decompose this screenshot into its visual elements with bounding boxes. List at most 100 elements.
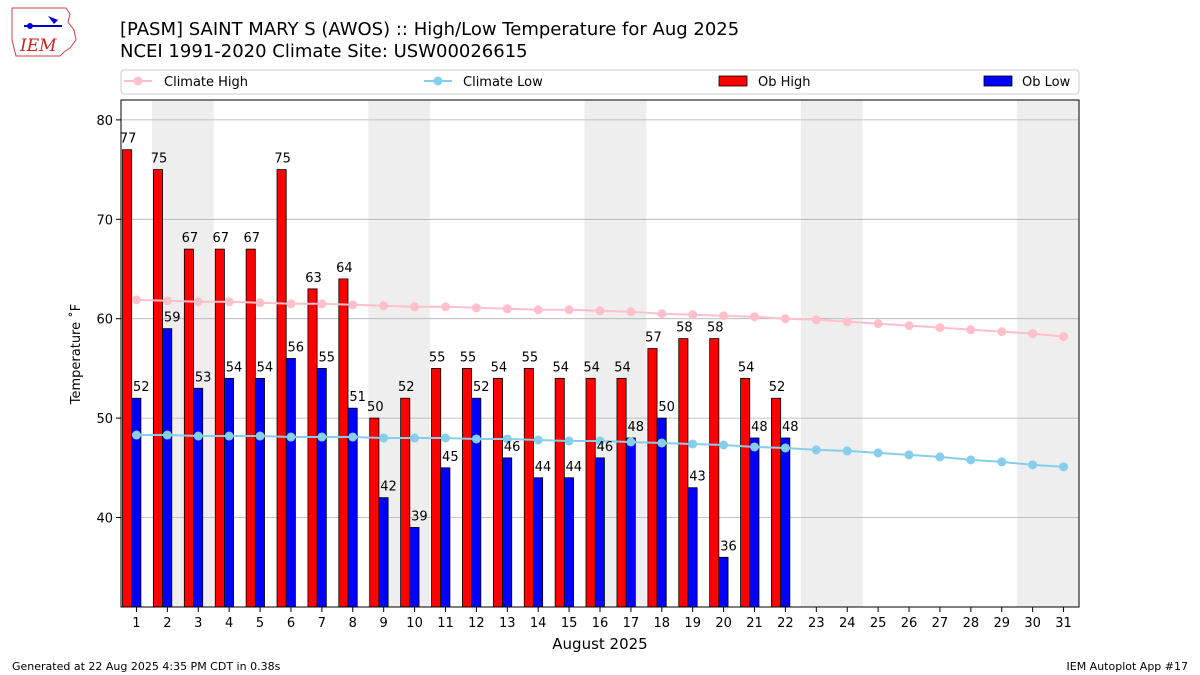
bar-label-ob-high: 77 (120, 132, 137, 147)
bar-label-ob-low: 44 (535, 460, 552, 475)
climate-high-point (410, 302, 420, 312)
climate-high-point (595, 306, 605, 316)
climate-low-point (904, 450, 914, 460)
climate-high-point (348, 300, 358, 310)
bar-ob-high (338, 278, 349, 608)
climate-high-point (255, 298, 265, 308)
climate-high-point (904, 321, 914, 331)
legend-ob-low: Ob Low (983, 75, 1071, 90)
x-tick-label: 23 (808, 616, 825, 631)
climate-low-point (162, 430, 172, 440)
bar-label-ob-high: 54 (552, 360, 569, 375)
bar-label-ob-low: 54 (257, 360, 274, 375)
y-tick-label: 70 (96, 213, 113, 228)
climate-high-point (935, 323, 945, 333)
climate-high-point (966, 325, 976, 335)
climate-high-point (719, 311, 729, 321)
x-tick-label: 24 (839, 616, 856, 631)
bar-ob-low (718, 556, 729, 608)
climate-low-point (502, 434, 512, 444)
y-tick-label: 60 (96, 313, 113, 328)
bar-ob-low (625, 437, 636, 608)
bar-label-ob-low: 48 (627, 420, 644, 435)
x-tick-label: 27 (932, 616, 949, 631)
climate-low-point (626, 437, 636, 447)
bar-ob-low (316, 368, 327, 608)
climate-low-point (997, 457, 1007, 467)
bar-ob-low (254, 377, 265, 608)
bar-ob-high (431, 368, 442, 608)
climate-low-point (750, 442, 760, 452)
weekend-band (800, 100, 863, 607)
bar-ob-high (647, 348, 658, 608)
bar-label-ob-high: 58 (707, 321, 724, 336)
x-tick-label: 26 (901, 616, 918, 631)
x-tick-label: 1 (132, 616, 140, 631)
bar-ob-low (131, 397, 142, 608)
climate-low-point (688, 439, 698, 449)
climate-high-point (471, 303, 481, 313)
bar-ob-high (153, 169, 164, 608)
x-tick-label: 18 (654, 616, 671, 631)
climate-high-point (564, 305, 574, 315)
climate-high-point (842, 317, 852, 327)
bar-ob-low (224, 377, 235, 608)
x-tick-label: 30 (1024, 616, 1041, 631)
climate-high-point (193, 297, 203, 307)
climate-low-point (193, 431, 203, 441)
climate-lines (131, 295, 1069, 472)
climate-low-point (935, 452, 945, 462)
bar-ob-high (462, 368, 473, 608)
bar-ob-high (369, 417, 380, 608)
bar-ob-low (594, 457, 605, 608)
climate-low-point (595, 436, 605, 446)
climate-low-point (255, 431, 265, 441)
bar-ob-low (471, 397, 482, 608)
bar-ob-high (400, 397, 411, 608)
climate-low-point (410, 433, 420, 443)
climate-high-point (286, 299, 296, 309)
bar-ob-low (193, 387, 204, 608)
x-tick-label: 15 (561, 616, 578, 631)
bar-label-ob-high: 64 (336, 261, 353, 276)
bar-label-ob-high: 67 (243, 231, 260, 246)
climate-high-point (224, 297, 234, 307)
iem-logo: IEM (11, 7, 77, 57)
chart-title-line2: NCEI 1991-2020 Climate Site: USW00026615 (120, 41, 528, 62)
bar-label-ob-low: 59 (164, 311, 181, 326)
bar-ob-high (771, 397, 782, 608)
bar-ob-low (285, 358, 296, 608)
climate-high-point (317, 299, 327, 309)
bar-label-ob-high: 55 (460, 350, 477, 365)
x-tick-label: 7 (318, 616, 326, 631)
climate-low-point (224, 431, 234, 441)
x-tick-label: 16 (592, 616, 609, 631)
x-tick-label: 13 (499, 616, 516, 631)
x-axis-label: August 2025 (552, 635, 647, 653)
bar-ob-high (616, 377, 627, 608)
climate-high-point (162, 296, 172, 306)
climate-low-point (842, 446, 852, 456)
bar-label-ob-low: 42 (380, 480, 397, 495)
bar-ob-high (307, 288, 318, 608)
climate-high-point (657, 309, 667, 319)
x-tick-label: 20 (715, 616, 732, 631)
y-tick-label: 80 (96, 114, 113, 129)
bar-label-ob-low: 45 (442, 450, 459, 465)
x-tick-label: 11 (437, 616, 454, 631)
bar-label-ob-low: 54 (226, 360, 243, 375)
x-tick-label: 28 (963, 616, 980, 631)
climate-high-point (379, 301, 389, 311)
climate-high-point (688, 310, 698, 320)
bar-ob-low (687, 487, 698, 608)
bar-ob-high (276, 169, 287, 608)
climate-low-point (564, 436, 574, 446)
climate-low-point (471, 434, 481, 444)
bar-label-ob-high: 55 (522, 350, 539, 365)
y-axis-ticks: 40 50 60 70 80 (96, 114, 121, 527)
bar-label-ob-high: 54 (491, 360, 508, 375)
bar-labels: 77 75 67 67 67 75 63 64 50 52 55 55 54 55 54 54 54 57 58 58… (120, 132, 799, 555)
x-tick-label: 6 (287, 616, 295, 631)
footer-app: IEM Autoplot App #17 (1067, 660, 1189, 673)
